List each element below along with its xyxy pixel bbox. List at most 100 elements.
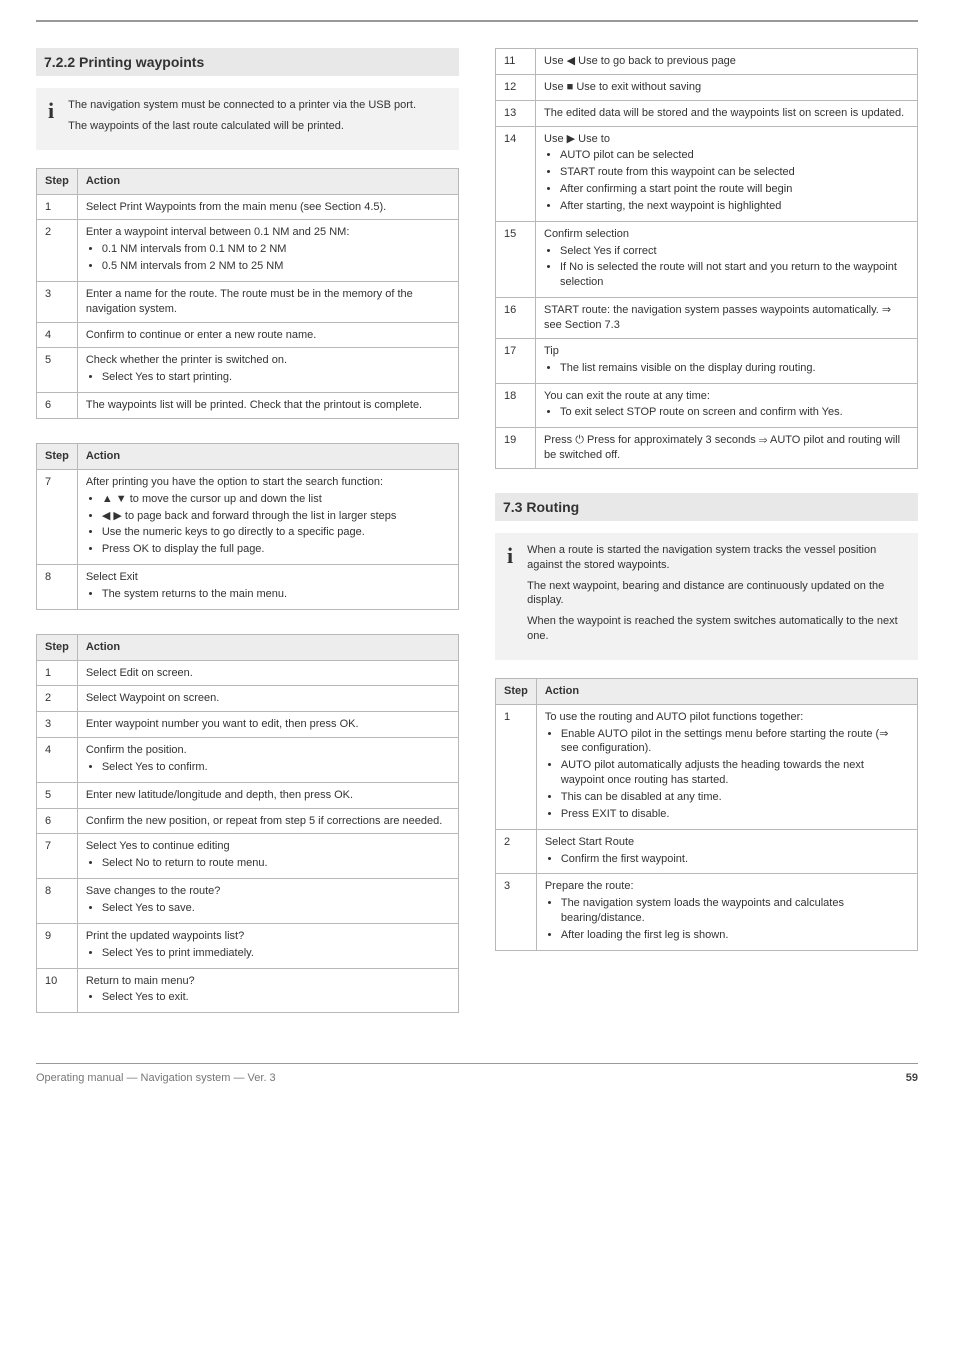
step-action: TipThe list remains visible on the displ… [536,338,918,383]
list-item: The list remains visible on the display … [560,361,909,376]
step-number: 4 [37,322,78,348]
step-number: 8 [37,879,78,924]
section-heading: 7.2.2 Printing waypoints [36,48,459,76]
list-item: Select Yes to confirm. [102,760,450,775]
step-number: 1 [496,704,537,829]
list-item-text: to move the cursor up and down the list [130,493,322,505]
step-number: 9 [37,923,78,968]
col-action-header: Action [77,168,458,194]
step-action: Print the updated waypoints list?Select … [77,923,458,968]
step-action: Enter waypoint number you want to edit, … [77,712,458,738]
step-lead: Tip [544,345,559,357]
step-lead: Use to [578,133,610,145]
step-action: Confirm selection Select Yes if correct … [536,221,918,297]
steps-table: Step Action 7 After printing you have th… [36,443,459,610]
step-action: Select Exit The system returns to the ma… [77,565,458,610]
list-item: Select Yes to exit. [102,990,450,1005]
step-lead: Select Yes to continue editing [86,840,230,852]
step-number: 7 [37,469,78,564]
step-action: The waypoints list will be printed. Chec… [77,393,458,419]
arrow-left-icon: ◀ [567,55,575,67]
col-action-header: Action [536,678,917,704]
step-action: Enter new latitude/longitude and depth, … [77,782,458,808]
info-line: When the waypoint is reached the system … [527,614,906,644]
step-action: Enter a name for the route. The route mu… [77,281,458,322]
step-action: Return to main menu?Select Yes to exit. [77,968,458,1013]
step-number: 18 [496,383,536,428]
arrow-left-icon: ◀ [102,510,110,522]
steps-table: Step Action 1 Select Print Waypoints fro… [36,168,459,419]
step-number: 5 [37,348,78,393]
content-columns: 7.2.2 Printing waypoints i The navigatio… [36,48,918,1037]
col-action-header: Action [77,634,458,660]
step-number: 3 [37,281,78,322]
step-action: Select Edit on screen. [77,660,458,686]
list-item: Select Yes to print immediately. [102,946,450,961]
step-lead: Confirm the position. [86,744,187,756]
list-item: Select Yes to start printing. [102,370,450,385]
footer-left: Operating manual — Navigation system — V… [36,1072,276,1084]
bottom-rule [36,1063,918,1064]
step-number: 14 [496,126,536,221]
list-item: If No is selected the route will not sta… [560,260,909,290]
step-number: 3 [37,712,78,738]
step-number: 1 [37,194,78,220]
step-number: 1 [37,660,78,686]
page-footer: Operating manual — Navigation system — V… [36,1072,918,1084]
step-number: 5 [37,782,78,808]
arrow-right-icon: ▶ [113,510,121,522]
section-heading: 7.3 Routing [495,493,918,521]
list-item: 0.5 NM intervals from 2 NM to 25 NM [102,259,450,274]
step-lead: After printing you have the option to st… [86,476,383,488]
step-action: To use the routing and AUTO pilot functi… [536,704,917,829]
step-number: 4 [37,738,78,783]
info-text: When a route is started the navigation s… [527,543,906,650]
list-item: 0.1 NM intervals from 0.1 NM to 2 NM [102,242,450,257]
step-number: 10 [37,968,78,1013]
step-action: Select Waypoint on screen. [77,686,458,712]
list-item: Select Yes if correct [560,244,909,259]
list-item: After confirming a start point the route… [560,182,909,197]
step-action: Select Start RouteConfirm the first wayp… [536,829,917,874]
list-item: The navigation system loads the waypoint… [561,896,909,926]
step-action: Confirm the new position, or repeat from… [77,808,458,834]
stop-icon: ■ [567,81,574,93]
power-icon: ⏻ [575,434,584,446]
info-icon: i [507,543,513,650]
list-item: START route from this waypoint can be se… [560,165,909,180]
steps-table: Step Action 1 To use the routing and AUT… [495,678,918,951]
step-number: 13 [496,100,536,126]
step-action: Use ▶ Use to AUTO pilot can be selected … [536,126,918,221]
list-item: AUTO pilot automatically adjusts the hea… [561,758,909,788]
step-number: 6 [37,393,78,419]
list-item: AUTO pilot can be selected [560,148,909,163]
list-item: Select Yes to save. [102,901,450,916]
col-step-header: Step [37,634,78,660]
step-action: Use ◀ Use to go back to previous page [536,49,918,75]
list-item: Use the numeric keys to go directly to a… [102,525,450,540]
info-line: When a route is started the navigation s… [527,543,906,573]
step-number: 19 [496,428,536,469]
list-item: Press EXIT to disable. [561,807,909,822]
step-number: 7 [37,834,78,879]
step-action: Check whether the printer is switched on… [77,348,458,393]
step-action: Press ⏻ Press for approximately 3 second… [536,428,918,469]
step-number: 17 [496,338,536,383]
list-item: ▲ ▼ to move the cursor up and down the l… [102,492,450,507]
col-step-header: Step [37,168,78,194]
steps-table: 11 Use ◀ Use to go back to previous page… [495,48,918,469]
step-number: 6 [37,808,78,834]
step-action: Select Print Waypoints from the main men… [77,194,458,220]
step-lead: Prepare the route: [545,880,634,892]
info-line: The next waypoint, bearing and distance … [527,579,906,609]
step-action: The edited data will be stored and the w… [536,100,918,126]
list-item: To exit select STOP route on screen and … [560,405,909,420]
step-action: You can exit the route at any time:To ex… [536,383,918,428]
step-lead: Select Start Route [545,836,634,848]
right-column: 11 Use ◀ Use to go back to previous page… [495,48,918,1037]
step-number: 2 [37,220,78,282]
step-lead: Confirm selection [544,228,629,240]
list-item: ◀ ▶ to page back and forward through the… [102,509,450,524]
col-step-header: Step [37,443,78,469]
step-number: 8 [37,565,78,610]
